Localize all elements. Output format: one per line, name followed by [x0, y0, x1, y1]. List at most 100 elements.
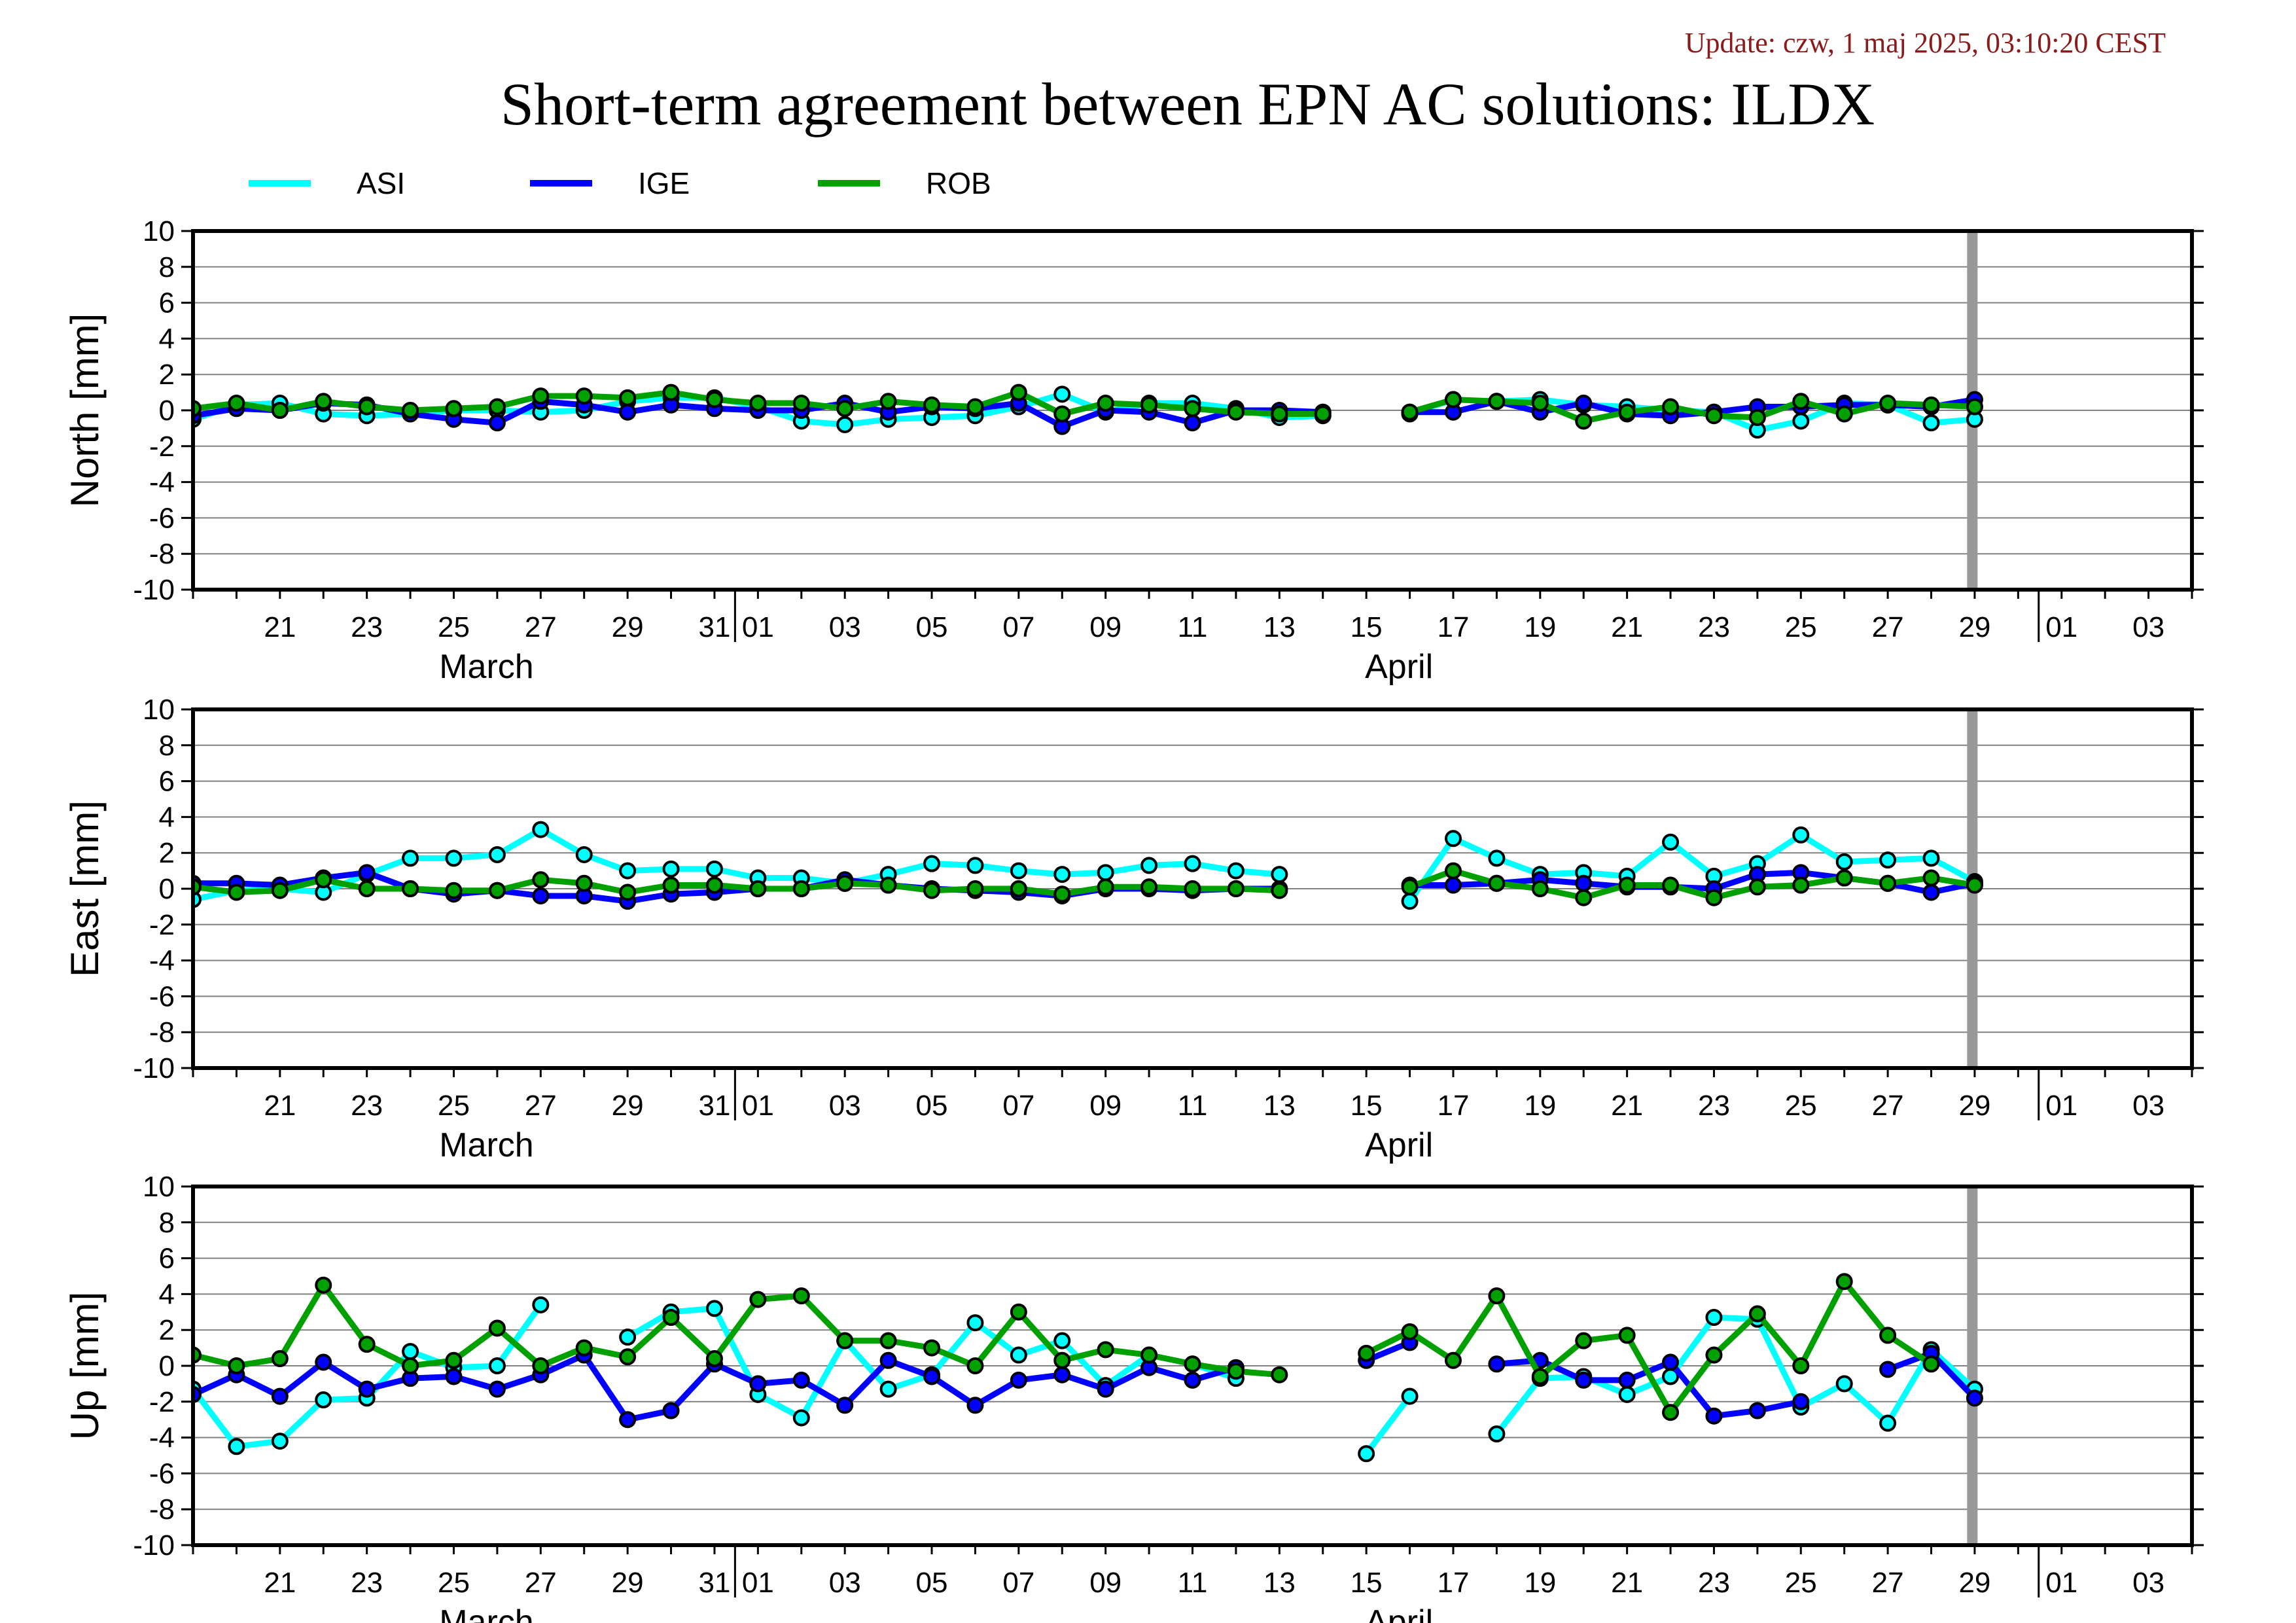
data-point-rob — [1053, 405, 1071, 423]
x-tick-label: 09 — [1089, 1567, 1122, 1599]
y-tick-label: -6 — [149, 1457, 175, 1489]
data-point-ige — [1922, 883, 1940, 901]
data-point-asi — [315, 1391, 332, 1409]
x-tick-label: 13 — [1263, 1090, 1296, 1122]
data-point-rob — [228, 1357, 245, 1374]
y-tick-label: -10 — [133, 1529, 175, 1561]
data-point-ige — [619, 403, 637, 421]
plot-frame — [191, 1185, 2194, 1547]
data-point-ige — [358, 1380, 376, 1398]
data-point-asi — [1053, 866, 1071, 883]
data-point-rob — [1879, 1327, 1897, 1344]
x-tick-label: 11 — [1178, 611, 1208, 643]
y-axis-label: Up [mm] — [63, 1292, 107, 1440]
x-tick-label: 07 — [1002, 611, 1034, 643]
x-tick-label: 31 — [698, 611, 730, 643]
data-point-rob — [792, 1287, 810, 1305]
x-tick-label: 31 — [698, 1090, 730, 1122]
x-tick-label: 15 — [1351, 1567, 1383, 1599]
data-point-asi — [966, 857, 984, 874]
data-point-rob — [1705, 1346, 1723, 1364]
x-tick-label: 17 — [1438, 1090, 1470, 1122]
data-point-rob — [1705, 889, 1723, 906]
data-point-asi — [488, 1357, 506, 1374]
x-tick-label: 27 — [1872, 1567, 1904, 1599]
data-point-asi — [1184, 855, 1201, 872]
x-tick-label: 29 — [612, 611, 644, 643]
x-tick-label: 19 — [1524, 611, 1556, 643]
data-point-rob — [1575, 1332, 1593, 1349]
x-tick-label: 03 — [829, 1567, 861, 1599]
y-tick-label: 4 — [159, 1278, 175, 1310]
data-point-asi — [966, 1314, 984, 1332]
x-tick-label: 21 — [264, 611, 296, 643]
data-point-rob — [1835, 405, 1853, 423]
data-point-asi — [1053, 1332, 1071, 1349]
data-point-asi — [1358, 1445, 1375, 1463]
x-tick-label: 21 — [264, 1090, 296, 1122]
data-point-rob — [619, 389, 637, 406]
x-tick-label: 05 — [916, 1090, 948, 1122]
data-point-ige — [792, 1371, 810, 1389]
data-point-rob — [1401, 403, 1419, 421]
data-point-asi — [402, 849, 419, 867]
data-point-rob — [1618, 876, 1636, 894]
data-point-asi — [705, 860, 723, 878]
data-point-rob — [488, 1319, 506, 1337]
y-tick-label: 8 — [159, 1207, 175, 1239]
x-tick-label: 23 — [351, 1567, 383, 1599]
x-tick-label: 21 — [1611, 1567, 1643, 1599]
data-point-ige — [488, 414, 506, 432]
panel-up: 10 8 64 2 0 -2 -4-6 -8 -10 21 23 25 27 29 31 01 03 05 07 09… — [63, 1171, 2204, 1623]
y-axis-label: North [mm] — [63, 313, 107, 508]
x-tick-label: 29 — [1958, 1567, 1990, 1599]
data-point-rob — [1531, 1368, 1549, 1385]
series-rob — [193, 862, 1983, 906]
data-point-rob — [445, 1351, 463, 1369]
x-tick-label: 01 — [2045, 611, 2077, 643]
x-tick-label: 21 — [264, 1567, 296, 1599]
data-point-rob — [1227, 1363, 1245, 1380]
x-tick-label: 25 — [1785, 1090, 1817, 1122]
data-point-ige — [1053, 1366, 1071, 1383]
y-tick-label: -4 — [149, 945, 175, 977]
data-point-rob — [923, 396, 941, 414]
data-point-asi — [445, 849, 463, 867]
data-point-asi — [1053, 385, 1071, 403]
x-tick-label: 03 — [829, 1090, 861, 1122]
y-tick-label: 2 — [159, 359, 175, 391]
data-point-asi — [1097, 864, 1114, 882]
data-point-rob — [879, 876, 897, 894]
data-point-asi — [1705, 1309, 1723, 1327]
data-point-asi — [228, 1438, 245, 1455]
data-point-asi — [662, 860, 680, 878]
data-point-rob — [619, 883, 637, 901]
data-point-rob — [1227, 880, 1245, 897]
data-point-ige — [619, 1411, 637, 1429]
data-point-ige — [879, 1351, 897, 1369]
x-tick-label: 05 — [916, 1567, 948, 1599]
data-point-rob — [1097, 395, 1114, 412]
y-tick-label: 4 — [159, 323, 175, 355]
plot-frame — [191, 707, 2194, 1070]
y-tick-label: -2 — [149, 431, 175, 463]
data-point-asi — [1922, 849, 1940, 867]
data-point-rob — [1575, 412, 1593, 430]
month-label: March — [439, 1126, 533, 1164]
data-point-asi — [619, 1329, 637, 1346]
x-tick-label: 29 — [1958, 1090, 1990, 1122]
y-tick-label: -4 — [149, 467, 175, 499]
y-tick-label: 6 — [159, 1243, 175, 1275]
data-point-asi — [619, 862, 637, 880]
x-tick-label: 29 — [612, 1567, 644, 1599]
data-point-ige — [1748, 1402, 1766, 1419]
data-point-rob — [402, 402, 419, 419]
data-point-rob — [1488, 393, 1506, 410]
y-tick-label: 10 — [143, 215, 175, 247]
data-point-rob — [923, 882, 941, 899]
series-rob — [193, 383, 1983, 430]
data-point-rob — [1271, 1366, 1288, 1383]
series-line-rob — [1365, 1278, 1934, 1416]
y-tick-label: 6 — [159, 287, 175, 319]
